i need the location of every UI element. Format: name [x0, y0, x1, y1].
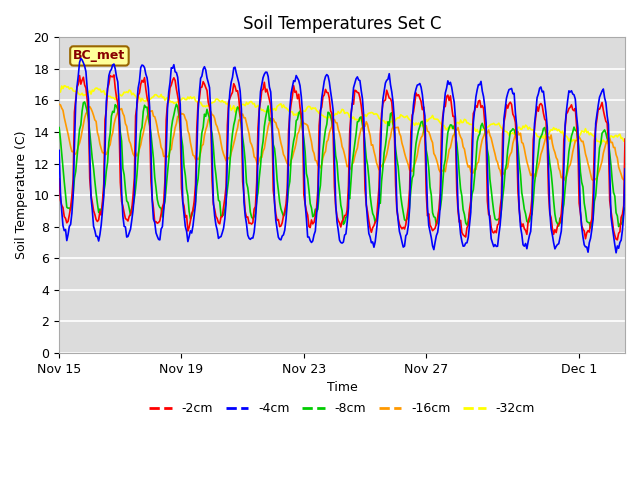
Title: Soil Temperatures Set C: Soil Temperatures Set C [243, 15, 442, 33]
Legend: -2cm, -4cm, -8cm, -16cm, -32cm: -2cm, -4cm, -8cm, -16cm, -32cm [144, 397, 540, 420]
Text: BC_met: BC_met [74, 49, 125, 62]
Y-axis label: Soil Temperature (C): Soil Temperature (C) [15, 131, 28, 259]
X-axis label: Time: Time [326, 381, 358, 394]
